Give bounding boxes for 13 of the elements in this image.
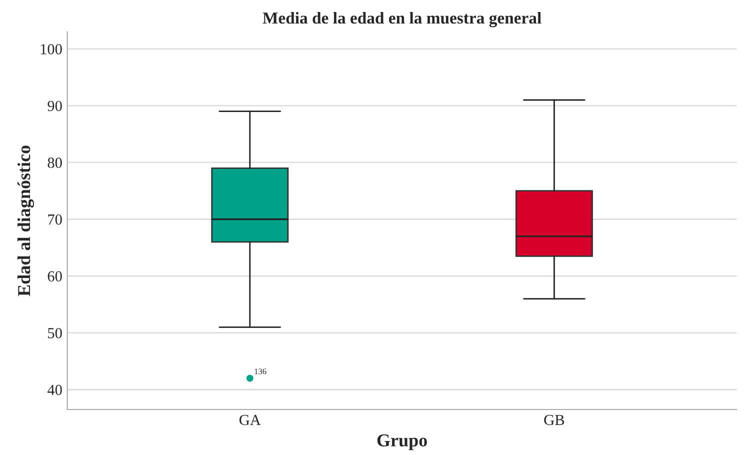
y-tick-label: 50: [48, 328, 62, 338]
y-tick-label: 100: [40, 44, 62, 54]
y-tick-label: 80: [48, 158, 62, 168]
y-tick-label: 90: [48, 100, 62, 112]
y-axis-title: Edad al diagnóstico: [17, 146, 34, 296]
annotation: 136: [254, 368, 266, 374]
y-tick-label: 60: [48, 271, 62, 282]
x-axis-title: Grupo: [377, 434, 427, 450]
chart-title: Media de la edad en la muestra general: [262, 12, 542, 28]
x-tick-label: GB: [544, 414, 564, 426]
y-tick-label: 70: [48, 214, 62, 225]
x-tick-label: GA: [239, 414, 261, 426]
y-tick-label: 40: [47, 384, 62, 396]
